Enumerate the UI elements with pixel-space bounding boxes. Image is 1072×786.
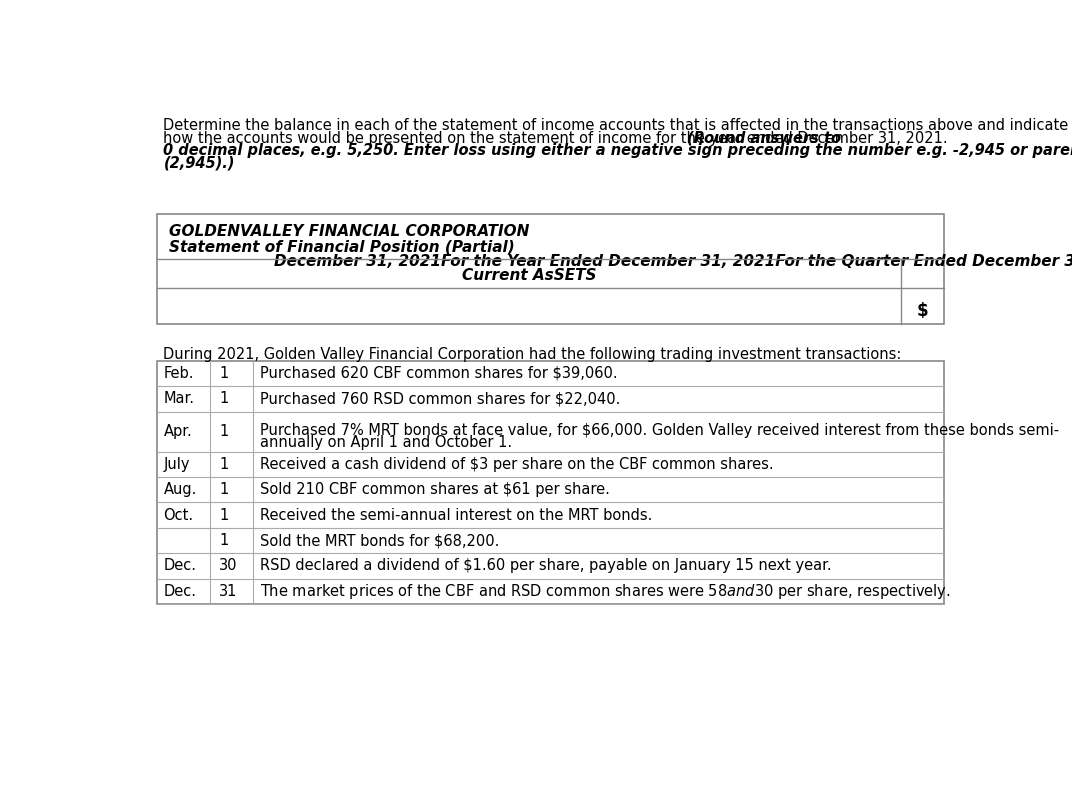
Text: (2,945).): (2,945).) xyxy=(163,155,235,170)
Text: 1: 1 xyxy=(220,366,228,381)
Text: Apr.: Apr. xyxy=(163,424,192,439)
Bar xyxy=(158,361,943,604)
Text: Statement of Financial Position (Partial): Statement of Financial Position (Partial… xyxy=(169,239,515,254)
Text: 1: 1 xyxy=(220,391,228,406)
Text: Sold the MRT bonds for $68,200.: Sold the MRT bonds for $68,200. xyxy=(260,533,500,548)
Text: 1: 1 xyxy=(220,457,228,472)
Bar xyxy=(158,215,943,324)
Text: annually on April 1 and October 1.: annually on April 1 and October 1. xyxy=(260,435,512,450)
Text: $: $ xyxy=(917,303,928,320)
Text: 1: 1 xyxy=(220,508,228,523)
Text: 31: 31 xyxy=(220,584,238,599)
Text: The market prices of the CBF and RSD common shares were $58 and $30 per share, r: The market prices of the CBF and RSD com… xyxy=(260,582,951,601)
Text: GOLDENVALLEY FINANCIAL CORPORATION: GOLDENVALLEY FINANCIAL CORPORATION xyxy=(169,224,530,239)
Text: 1: 1 xyxy=(220,483,228,498)
Text: Aug.: Aug. xyxy=(163,483,197,498)
Text: December 31, 2021For the Year Ended December 31, 2021For the Quarter Ended Decem: December 31, 2021For the Year Ended Dece… xyxy=(169,255,1072,270)
Text: RSD declared a dividend of $1.60 per share, payable on January 15 next year.: RSD declared a dividend of $1.60 per sha… xyxy=(260,558,832,574)
Text: how the accounts would be presented on the statement of income for the year ende: how the accounts would be presented on t… xyxy=(163,130,953,145)
Text: Feb.: Feb. xyxy=(163,366,194,381)
Text: 0 decimal places, e.g. 5,250. Enter loss using either a negative sign preceding : 0 decimal places, e.g. 5,250. Enter loss… xyxy=(163,143,1072,158)
Text: Received a cash dividend of $3 per share on the CBF common shares.: Received a cash dividend of $3 per share… xyxy=(260,457,774,472)
Text: 1: 1 xyxy=(220,533,228,548)
Text: July: July xyxy=(163,457,190,472)
Text: Current AsSETS: Current AsSETS xyxy=(462,268,596,283)
Text: Mar.: Mar. xyxy=(163,391,194,406)
Text: During 2021, Golden Valley Financial Corporation had the following trading inves: During 2021, Golden Valley Financial Cor… xyxy=(163,347,902,362)
Text: Purchased 620 CBF common shares for $39,060.: Purchased 620 CBF common shares for $39,… xyxy=(260,366,617,381)
Text: Purchased 7% MRT bonds at face value, for $66,000. Golden Valley received intere: Purchased 7% MRT bonds at face value, fo… xyxy=(260,423,1059,438)
Text: Dec.: Dec. xyxy=(163,558,196,574)
Text: Determine the balance in each of the statement of income accounts that is affect: Determine the balance in each of the sta… xyxy=(163,118,1069,133)
Text: Purchased 760 RSD common shares for $22,040.: Purchased 760 RSD common shares for $22,… xyxy=(260,391,621,406)
Text: Oct.: Oct. xyxy=(163,508,194,523)
Text: Dec.: Dec. xyxy=(163,584,196,599)
Text: Received the semi-annual interest on the MRT bonds.: Received the semi-annual interest on the… xyxy=(260,508,653,523)
Text: 30: 30 xyxy=(220,558,238,574)
Text: (Round answers to: (Round answers to xyxy=(687,130,842,145)
Text: 1: 1 xyxy=(220,424,228,439)
Text: Sold 210 CBF common shares at $61 per share.: Sold 210 CBF common shares at $61 per sh… xyxy=(260,483,610,498)
